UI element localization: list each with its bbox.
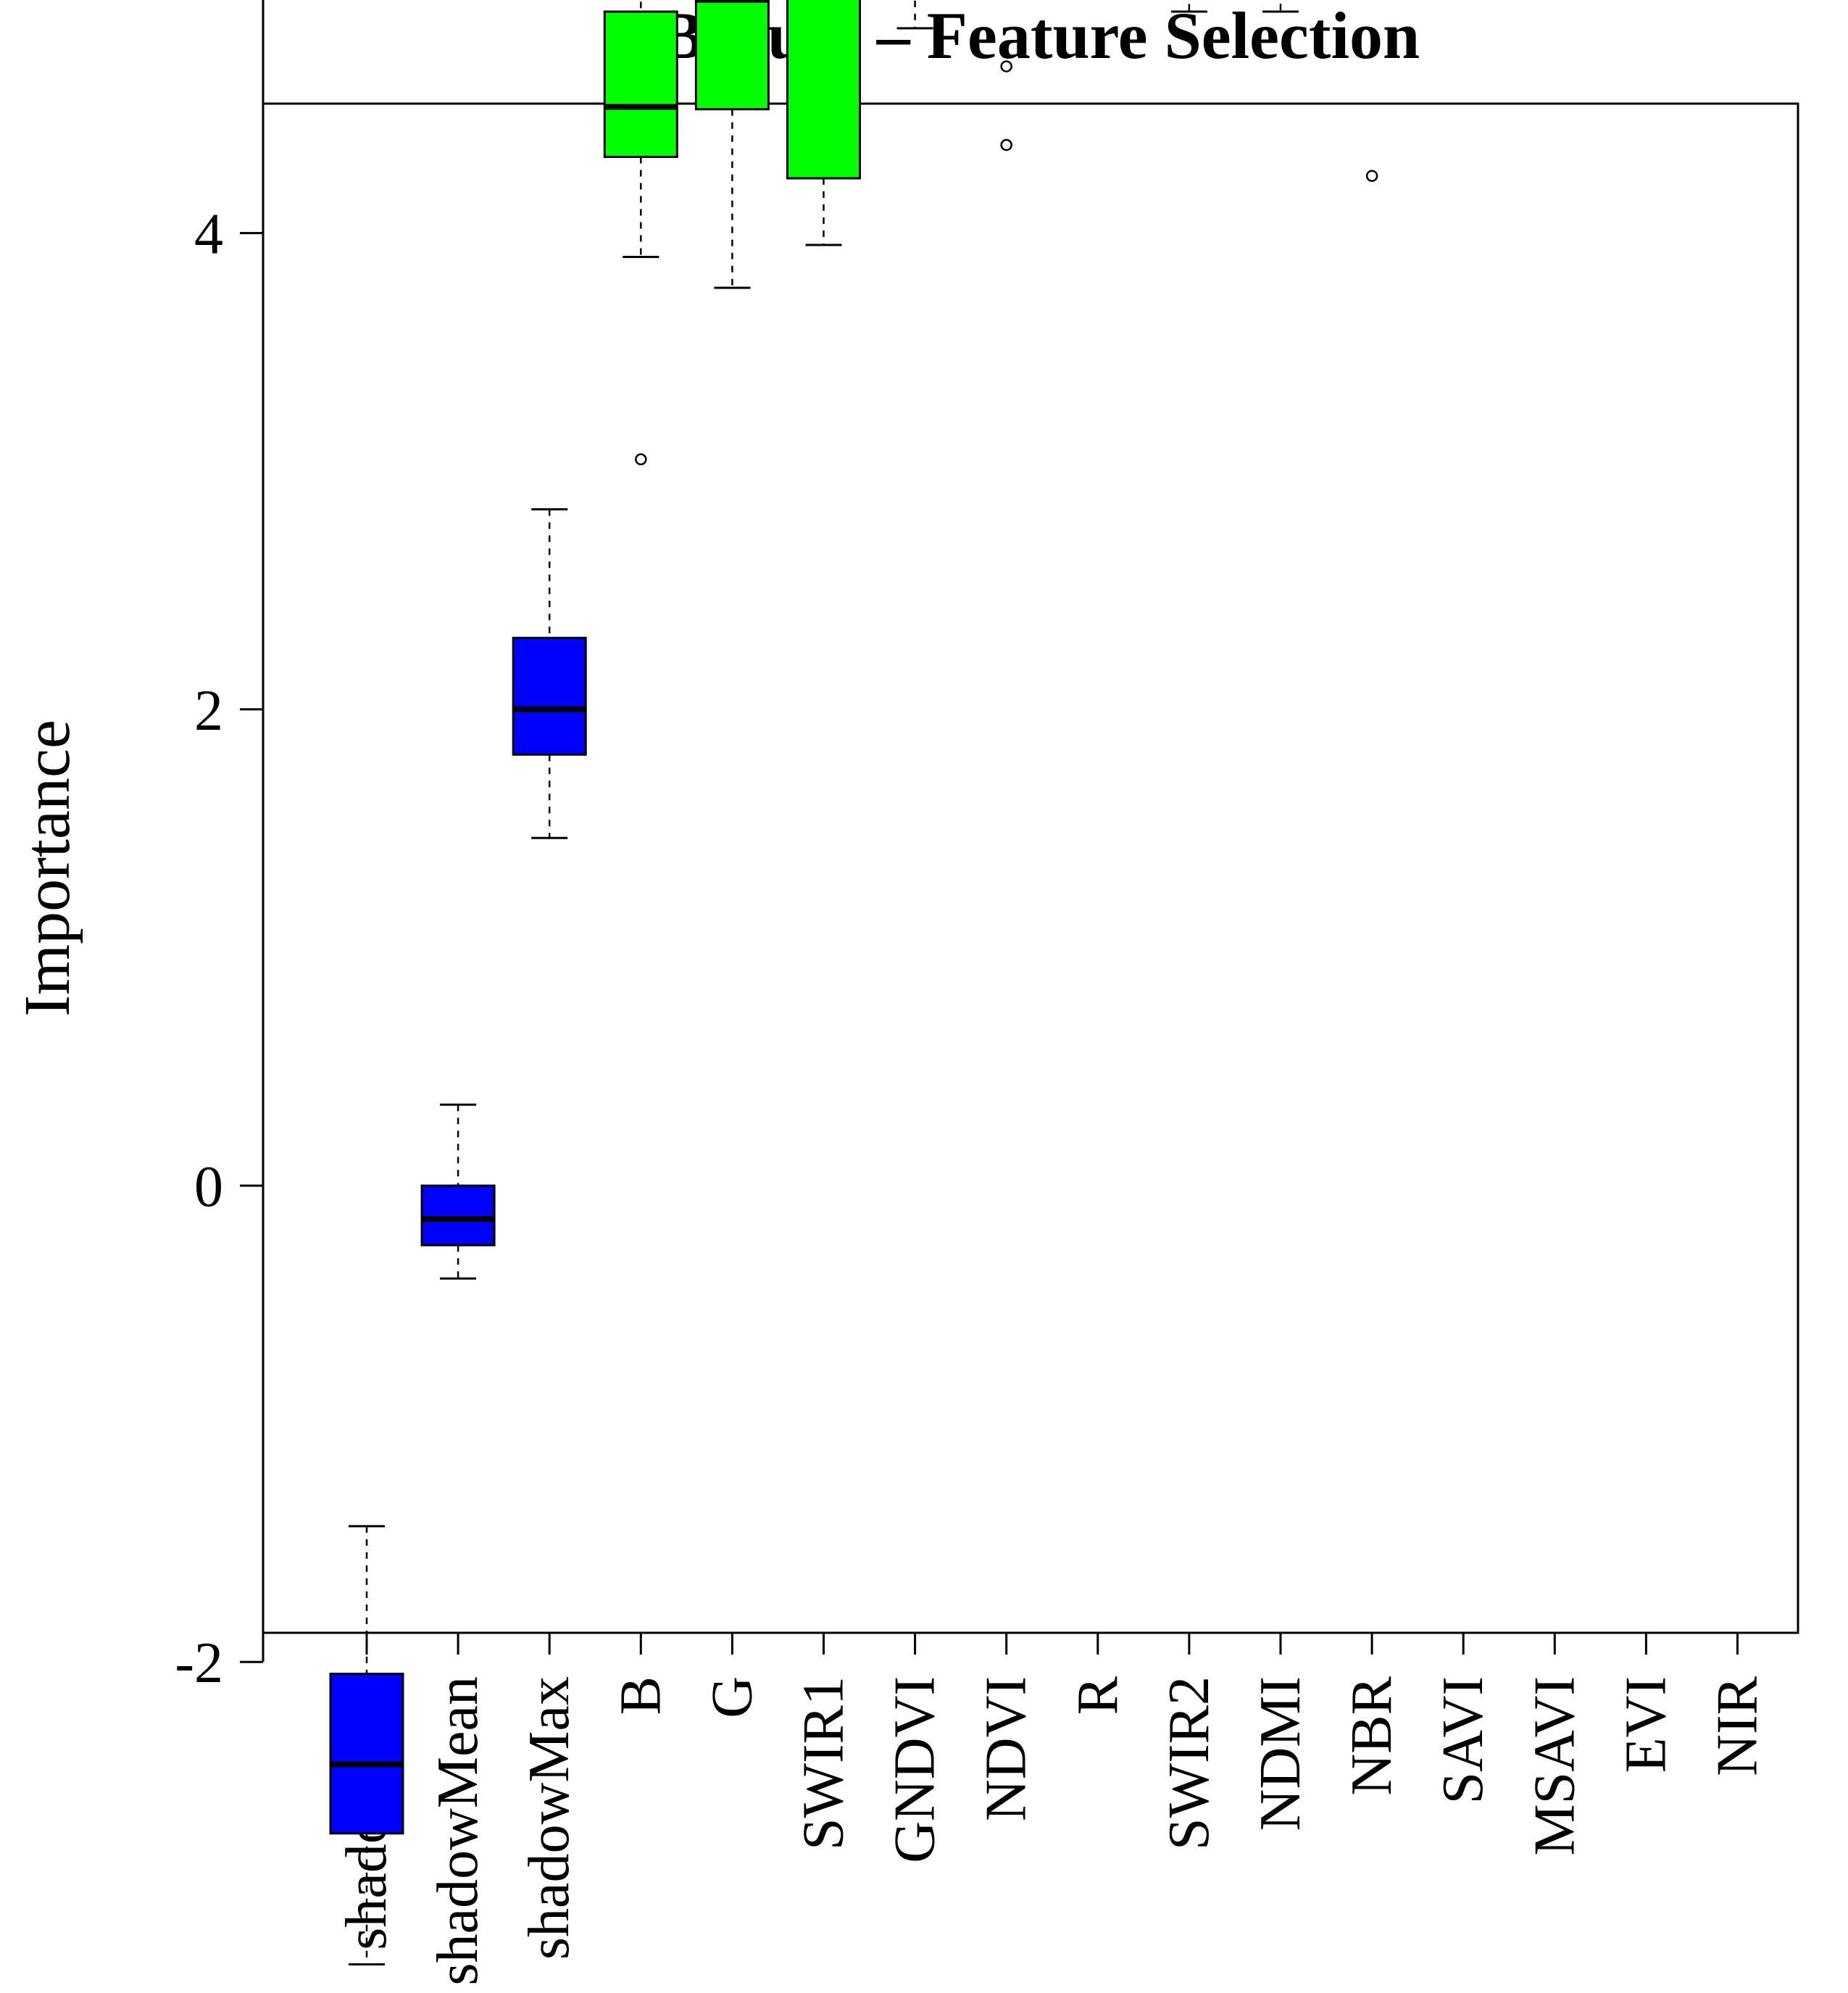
iqr-box	[603, 10, 678, 158]
x-tick-label: shadowMean	[426, 1676, 490, 1986]
box-SWIR2	[1170, 0, 1207, 13]
x-tick-label: NDVI	[975, 1676, 1039, 1821]
x-tick-label: NIR	[1706, 1676, 1770, 1776]
x-tick-label: shadowMax	[517, 1676, 581, 1960]
x-tick-label: SAVI	[1431, 1676, 1495, 1804]
x-tick-label: MSAVI	[1523, 1676, 1586, 1856]
y-tick-label: 2	[194, 679, 223, 743]
box-G	[694, 0, 770, 289]
iqr-box	[786, 0, 861, 180]
y-tick-label: 4	[194, 203, 223, 267]
y-tick-label: -2	[175, 1631, 223, 1695]
x-tick-label: SWIR2	[1157, 1676, 1221, 1850]
box-shadowMin	[329, 1525, 404, 1966]
iqr-box	[329, 1673, 404, 1835]
chart-title: Boruta – Feature Selection	[660, 0, 1420, 72]
box-NBR	[1365, 170, 1378, 182]
outlier-point	[1000, 60, 1012, 72]
outlier-point	[635, 453, 647, 466]
x-tick-label: G	[700, 1676, 764, 1718]
outlier-point	[1365, 170, 1378, 182]
iqr-box	[694, 0, 770, 111]
y-axis-label: Importance	[12, 720, 83, 1017]
x-tick-label: GNDVI	[883, 1676, 947, 1863]
box-SWIR1	[786, 0, 861, 246]
boxes	[329, 0, 1378, 1966]
iqr-box	[512, 636, 587, 756]
y-axis: -202468	[175, 0, 265, 1695]
x-tick-label: EVI	[1614, 1676, 1678, 1773]
plot-frame	[262, 102, 1799, 1634]
box-NDVI	[1000, 60, 1012, 151]
x-tick-label: B	[609, 1676, 673, 1715]
outlier-point	[1000, 138, 1012, 151]
box-NDMI	[1262, 0, 1299, 13]
x-axis: shadowMinshadowMeanshadowMaxBGSWIR1GNDVI…	[335, 1631, 1770, 1986]
x-tick-label: NDMI	[1249, 1676, 1312, 1831]
box-shadowMean	[420, 1103, 496, 1280]
iqr-box	[420, 1184, 496, 1247]
box-B	[603, 0, 678, 466]
x-tick-label: R	[1066, 1676, 1130, 1715]
y-tick-label: 0	[194, 1155, 223, 1219]
x-tick-label: NBR	[1340, 1676, 1404, 1795]
box-shadowMax	[512, 508, 587, 839]
box-GNDVI	[896, 0, 933, 30]
x-tick-label: SWIR1	[792, 1676, 856, 1850]
